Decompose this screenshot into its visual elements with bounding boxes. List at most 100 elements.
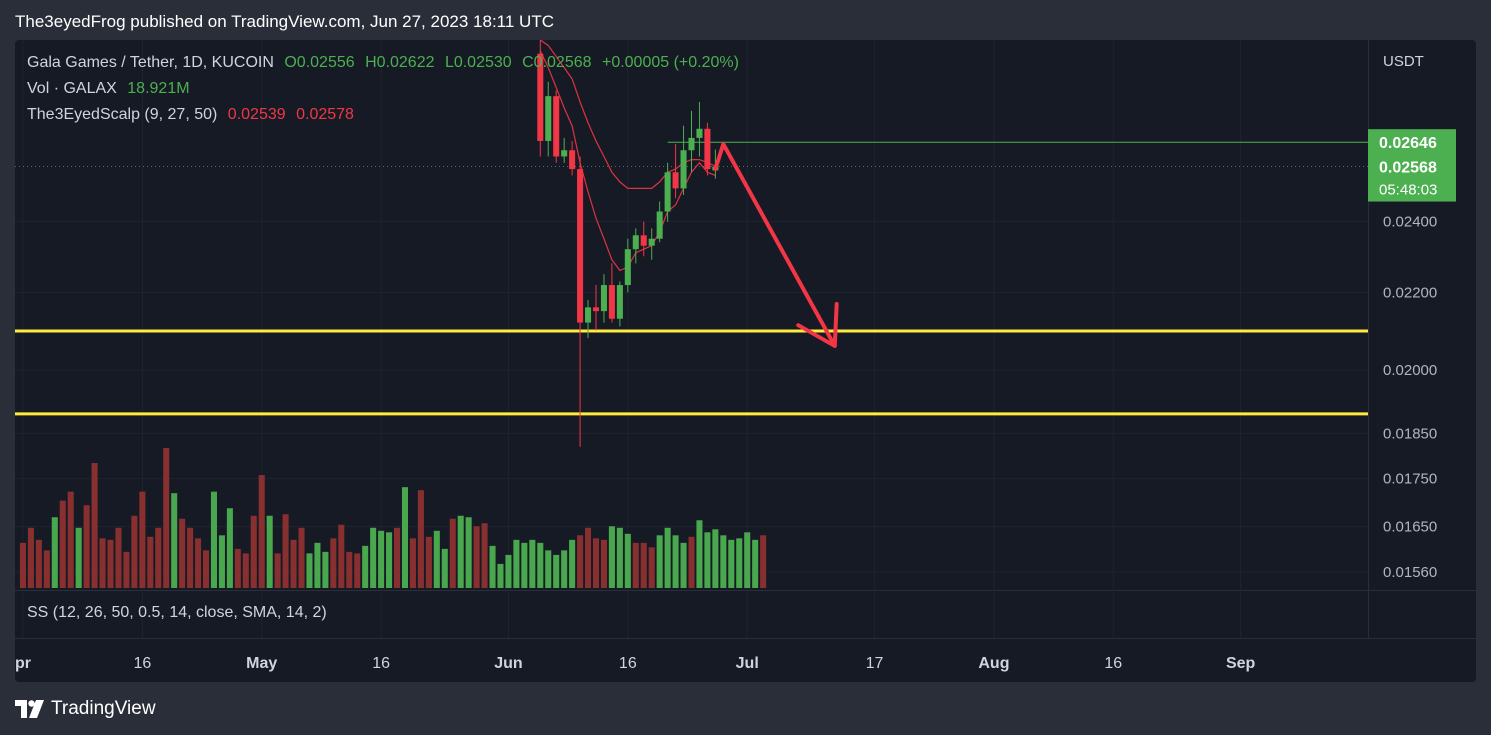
candle-up [624, 238, 631, 293]
candle-up [585, 299, 592, 339]
price-tick-label: 0.01560 [1383, 564, 1437, 581]
volume-bar [569, 539, 576, 588]
volume-bar [672, 535, 679, 588]
time-tick-label: pr [15, 655, 31, 672]
volume-bar [163, 448, 170, 588]
volume-bar [202, 550, 210, 588]
candle-up [664, 162, 671, 222]
candle-down [704, 122, 711, 176]
price-axis-separator [1368, 40, 1369, 638]
volume-bar [433, 530, 440, 588]
candle-down [592, 285, 600, 331]
candle-body [545, 96, 552, 141]
chart-canvas[interactable]: 0.02400 0.02200 0.02000 0.01850 0.01750 0.016… [15, 40, 1476, 682]
volume-bar [314, 542, 321, 588]
candle-body [569, 150, 576, 170]
volume-bar [704, 532, 711, 588]
price-tag-resistance [1368, 129, 1456, 156]
volume-bar [354, 553, 361, 588]
candle-up [696, 101, 703, 157]
volume-bar [712, 529, 719, 588]
volume-bar [561, 550, 568, 588]
candle-down [553, 90, 560, 163]
candle-body [585, 307, 592, 323]
volume-bar [179, 518, 186, 588]
volume-bar [210, 491, 217, 588]
price-tick-label: 0.02400 [1383, 214, 1437, 231]
ss-indicator-label[interactable]: SS (12, 26, 50, 0.5, 14, close, SMA, 14,… [27, 604, 327, 621]
time-tick-label: 16 [619, 655, 637, 672]
candle-down [569, 140, 576, 176]
legend-ohlc: Gala Games / Tether, 1D, KUCOIN O0.02556… [27, 54, 745, 72]
indicator-value-1: 0.02539 [227, 106, 286, 123]
volume-bar [752, 539, 759, 588]
volume-bar [760, 535, 767, 588]
candle-body [688, 137, 695, 151]
volume-bar [218, 535, 225, 588]
legend-open: O0.02556 [284, 54, 355, 71]
candle-body [632, 235, 639, 250]
volume-label[interactable]: Vol · GALAX [27, 80, 117, 97]
candle-body [616, 285, 623, 319]
volume-bar [226, 508, 233, 588]
publisher-line: The3eyedFrog published on TradingView.co… [15, 12, 554, 31]
candle-down [577, 156, 584, 447]
candle-body [608, 285, 615, 319]
volume-bar [59, 500, 66, 588]
candle-body [648, 238, 655, 246]
volume-bar [123, 551, 130, 588]
volume-bar [425, 536, 432, 588]
volume-bar [608, 526, 615, 588]
volume-bar [171, 493, 178, 588]
legend-high: H0.02622 [365, 54, 435, 71]
volume-bar [537, 542, 544, 588]
time-tick-label: May [246, 655, 277, 672]
volume-bar [616, 527, 623, 588]
volume-bar [242, 553, 249, 588]
candle-body [672, 172, 679, 189]
volume-bar [107, 539, 114, 588]
indicator-label[interactable]: The3EyedScalp (9, 27, 50) [27, 106, 218, 123]
volume-bar [545, 550, 552, 588]
time-tick-label: Jul [736, 655, 759, 672]
volume-bar [362, 545, 369, 588]
volume-bar [306, 553, 313, 588]
volume-bar [139, 491, 146, 588]
volume-bar [43, 550, 50, 588]
candle-body [656, 211, 663, 239]
legend-symbol[interactable]: Gala Games / Tether, 1D, KUCOIN [27, 54, 274, 71]
price-tick-label: 0.01750 [1383, 471, 1437, 488]
volume-bar [553, 554, 560, 588]
candle-up [561, 137, 568, 163]
candle-body [600, 285, 607, 312]
volume-bar [322, 551, 329, 588]
candle-body [561, 150, 568, 157]
volume-bar [346, 551, 353, 588]
volume-bar [505, 554, 512, 588]
volume-bar [274, 553, 281, 588]
time-tick-label: Jun [494, 655, 522, 672]
price-tick-label: 0.01850 [1383, 425, 1437, 442]
tradingview-brand[interactable]: TradingView [15, 698, 156, 720]
volume-bar [234, 548, 241, 588]
time-tick-label: 16 [1104, 655, 1122, 672]
volume-bar [441, 548, 448, 588]
candle-down [672, 144, 679, 199]
volume-bar [409, 538, 416, 588]
volume-bar [457, 515, 464, 588]
candle-down [537, 40, 544, 157]
volume-bar [386, 532, 393, 588]
volume-bar [266, 515, 273, 588]
candle-up [648, 228, 655, 260]
candle-body [640, 235, 647, 246]
price-tick-label: 0.02200 [1383, 284, 1437, 301]
price-tag-resistance-label: 0.02646 [1379, 135, 1437, 152]
volume-bar [680, 542, 687, 588]
brand-name: TradingView [51, 698, 156, 719]
volume-bar [632, 542, 639, 588]
price-tag-last-label: 0.02568 [1379, 160, 1437, 177]
legend-indicator: The3EyedScalp (9, 27, 50) 0.02539 0.0257… [27, 106, 360, 124]
volume-bar [489, 545, 496, 588]
volume-bar [147, 536, 154, 588]
chart-frame[interactable]: 0.02400 0.02200 0.02000 0.01850 0.01750 0.016… [15, 40, 1476, 682]
